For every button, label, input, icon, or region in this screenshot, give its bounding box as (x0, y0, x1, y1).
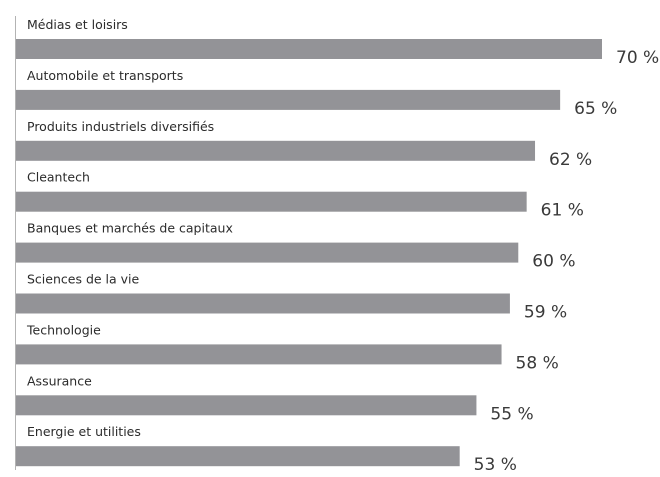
bar (16, 344, 502, 365)
value-label: 59 % (524, 303, 567, 323)
category-label: Produits industriels diversifiés (27, 119, 214, 134)
category-label: Banques et marchés de capitaux (27, 221, 233, 236)
category-label: Médias et loisirs (27, 17, 128, 32)
bar (16, 446, 460, 467)
category-label: Technologie (26, 322, 101, 337)
value-label: 61 % (541, 201, 584, 221)
category-label: Energie et utilities (27, 424, 141, 439)
value-label: 55 % (490, 404, 533, 424)
bar (16, 89, 561, 110)
value-label: 65 % (574, 99, 617, 119)
category-label: Cleantech (27, 170, 90, 185)
bar (16, 242, 519, 263)
value-label: 62 % (549, 150, 592, 170)
bar (16, 293, 510, 314)
value-label: 70 % (616, 48, 659, 68)
bar (16, 191, 527, 212)
bars-group: Médias et loisirs 70 % Automobile et trans… (16, 17, 659, 475)
bar (16, 395, 477, 416)
category-label: Sciences de la vie (27, 272, 140, 287)
value-label: 58 % (516, 353, 559, 373)
bar (16, 39, 602, 59)
value-label: 53 % (474, 455, 517, 475)
bar (16, 140, 536, 161)
category-label: Automobile et transports (27, 68, 183, 83)
value-label: 60 % (532, 252, 575, 272)
category-label: Assurance (27, 373, 92, 388)
